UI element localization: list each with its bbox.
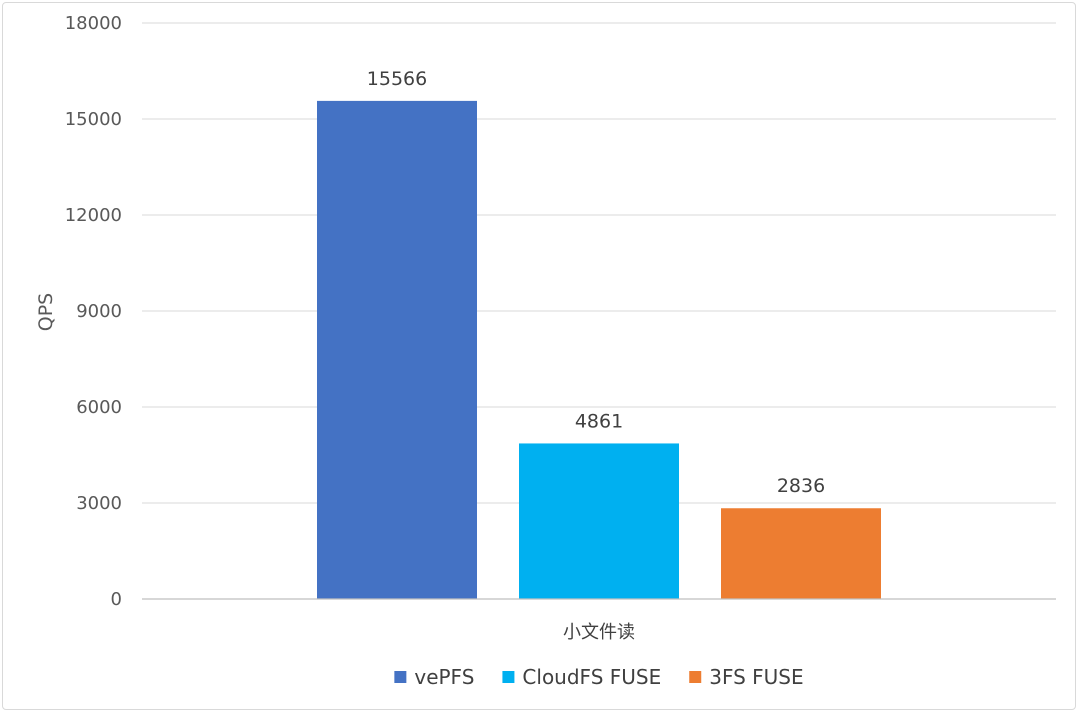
y-tick-label: 9000 <box>76 301 122 322</box>
legend-label: vePFS <box>414 665 474 689</box>
bar-cloudfs-fuse <box>519 443 679 599</box>
y-tick-label: 6000 <box>76 397 122 418</box>
y-axis-label: QPS <box>35 293 57 331</box>
y-tick-label: 18000 <box>65 13 122 34</box>
legend-swatch <box>502 671 515 683</box>
x-category-label: 小文件读 <box>563 622 635 643</box>
legend: vePFS CloudFS FUSE 3FS FUSE <box>394 665 804 689</box>
y-axis-ticks: 0 3000 6000 9000 12000 15000 18000 <box>65 13 122 610</box>
legend-swatch <box>689 671 702 683</box>
y-tick-label: 12000 <box>65 205 122 226</box>
data-label: 2836 <box>777 475 825 497</box>
y-tick-label: 15000 <box>65 109 122 130</box>
bar-vepfs <box>317 100 477 599</box>
data-label: 4861 <box>575 410 623 432</box>
legend-label: 3FS FUSE <box>709 665 803 689</box>
legend-swatch <box>394 671 407 683</box>
y-tick-label: 3000 <box>76 493 122 514</box>
legend-label: CloudFS FUSE <box>522 665 661 689</box>
y-tick-label: 0 <box>111 589 122 610</box>
bars: 15566 4861 2836 <box>317 68 881 599</box>
bar-3fs-fuse <box>721 508 881 599</box>
grid-lines <box>142 22 1056 504</box>
data-label: 15566 <box>367 68 427 90</box>
